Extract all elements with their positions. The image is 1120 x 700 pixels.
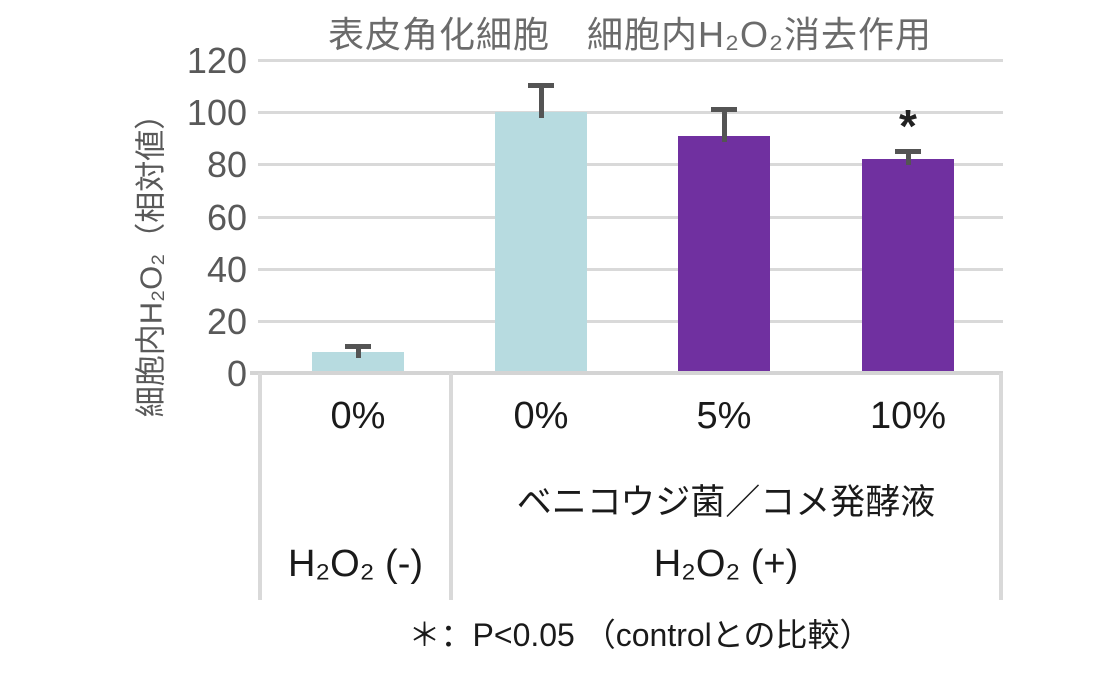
error-bar-whisker [538, 83, 544, 119]
condition-label: H₂O₂ (-) [287, 543, 424, 585]
gridline [258, 59, 1003, 62]
group-label: ベニコウジ菌／コメ発酵液 [516, 483, 936, 522]
chart-title: 表皮角化細胞 細胞内H₂O₂消去作用 [328, 14, 932, 55]
category-divider [258, 373, 262, 600]
category-label: 0% [330, 395, 386, 437]
error-bar-cap [528, 83, 554, 89]
data-bar [312, 352, 404, 371]
data-bar [862, 159, 954, 371]
category-divider [999, 373, 1003, 600]
x-axis-line [250, 371, 1003, 375]
significance-footnote: ＊：P<0.05 （controlとの比較） [408, 617, 872, 653]
y-axis-tick-label: 0 [226, 353, 247, 394]
category-label: 10% [869, 395, 947, 437]
y-axis-tick-label: 80 [206, 144, 247, 186]
error-bar-whisker [905, 148, 911, 166]
gridline [258, 111, 1003, 115]
y-axis-tick-label: 100 [186, 92, 247, 134]
data-bar [678, 135, 770, 371]
y-axis-tick-label: 60 [206, 196, 247, 238]
significance-asterisk: * [899, 99, 917, 152]
y-axis-tick-label: 40 [206, 248, 247, 290]
gridline [258, 319, 1003, 323]
error-bar-whisker [721, 106, 727, 142]
data-bar [495, 112, 587, 371]
y-axis-tick-label: 120 [186, 40, 247, 81]
error-bar-cap [711, 106, 737, 112]
error-bar-cap [345, 344, 371, 350]
category-label: 5% [696, 395, 752, 437]
category-label: 0% [513, 395, 569, 437]
condition-label: H₂O₂ (+) [653, 543, 799, 585]
category-divider [449, 373, 453, 600]
y-axis-title: 細胞内H₂O₂（相対値） [133, 98, 169, 418]
error-bar-cap [895, 148, 921, 154]
gridline [258, 163, 1003, 167]
plot-area: * [250, 59, 1003, 375]
error-bar-whisker [355, 344, 361, 359]
gridline [258, 215, 1003, 219]
y-axis-tick-label: 20 [206, 300, 247, 342]
gridline [258, 267, 1003, 271]
